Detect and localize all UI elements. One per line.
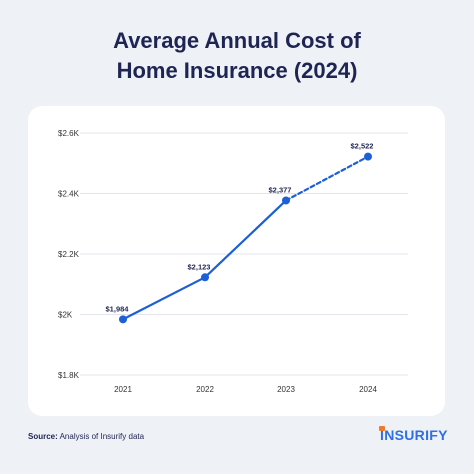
x-tick-label: 2024 [359,385,377,394]
y-tick-label: $2.2K [58,250,80,259]
chart-card: $1.8K $2K $2.2K $2.4K $2.6K 2021 2022 2023 2024… [28,106,445,416]
logo-text: NSURIFY [384,427,448,443]
data-label: $2,377 [269,185,292,194]
data-point [364,152,372,161]
projected-line-segment [284,155,370,202]
chart-title: Average Annual Cost of Home Insurance (2… [0,26,474,86]
data-point [119,315,127,324]
data-label: $2,123 [188,262,211,271]
insurify-logo: INSURIFY [379,426,448,443]
logo-letter-i: I [379,426,385,443]
chart-title-line-2: Home Insurance (2024) [116,58,358,83]
y-tick-label: $2K [58,311,73,320]
data-point [282,196,290,205]
chart-title-line-1: Average Annual Cost of [113,28,361,53]
logo-dot [379,426,385,431]
y-tick-label: $2.6K [58,129,80,138]
x-tick-label: 2021 [114,385,132,394]
data-point [201,273,209,282]
x-tick-label: 2023 [277,385,295,394]
source-note: Source: Analysis of Insurify data [28,432,144,441]
source-text: Analysis of Insurify data [59,432,145,441]
y-tick-label: $2.4K [58,190,80,199]
data-label: $1,984 [106,304,130,313]
line-chart: $1.8K $2K $2.2K $2.4K $2.6K 2021 2022 2023 2024… [58,129,408,394]
source-label: Source: [28,432,58,441]
line-segment [203,199,288,279]
y-tick-label: $1.8K [58,371,80,380]
line-segment [121,276,207,321]
x-tick-label: 2022 [196,385,214,394]
data-label: $2,522 [351,142,374,151]
